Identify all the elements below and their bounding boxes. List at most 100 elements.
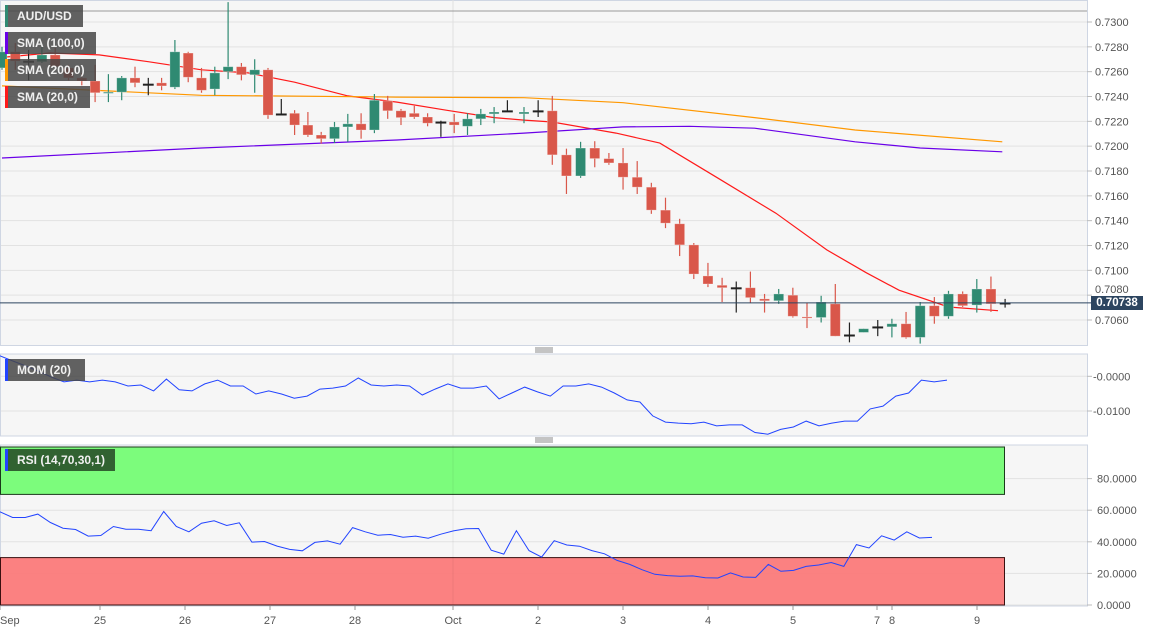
candle-down xyxy=(561,148,572,194)
candle-down xyxy=(422,113,434,127)
candle-body xyxy=(518,111,530,115)
candle-body xyxy=(222,66,234,73)
time-tick-label: 27 xyxy=(264,615,276,627)
sma100-legend[interactable]: SMA (100,0) xyxy=(5,32,96,54)
rsi-tick-label: 40.0000 xyxy=(1097,537,1137,549)
candle-down xyxy=(985,276,997,312)
rsi-legend[interactable]: RSI (14,70,30,1) xyxy=(5,449,115,471)
candle-up xyxy=(368,94,380,134)
rsi-tick-label: 80.0000 xyxy=(1097,474,1137,486)
candle-up xyxy=(222,2,234,80)
candle-body xyxy=(546,110,558,156)
candle-body xyxy=(660,209,671,224)
candle-doji xyxy=(435,120,447,137)
price-tick-label: 0.7180 xyxy=(1095,166,1129,178)
panel-resize-handle[interactable] xyxy=(535,347,553,353)
candle-down xyxy=(408,105,420,119)
candle-body xyxy=(928,305,940,317)
candle-body xyxy=(156,82,168,87)
mom-legend[interactable]: MOM (20) xyxy=(5,359,85,381)
time-tick-label: 7 xyxy=(874,615,880,627)
candle-body xyxy=(169,51,181,88)
price-tick-label: 0.7300 xyxy=(1095,17,1129,29)
candle-body xyxy=(787,294,799,317)
candle-body xyxy=(844,334,855,337)
candle-body xyxy=(603,158,615,164)
candle-body xyxy=(89,80,101,94)
oversold-band xyxy=(0,557,1005,606)
candle-body xyxy=(716,284,728,289)
momentum-panel[interactable]: -0.0000 -0.0100 xyxy=(0,353,1130,437)
candle-body xyxy=(422,116,434,124)
price-tick-label: 0.7200 xyxy=(1095,141,1129,153)
candle-up xyxy=(575,141,586,178)
candle-body xyxy=(872,326,884,329)
price-tick-label: 0.7260 xyxy=(1095,67,1129,79)
candle-up xyxy=(116,76,128,101)
candle-up xyxy=(169,40,181,90)
rsi-tick-label: 20.0000 xyxy=(1097,568,1137,580)
price-panel[interactable]: 0.7300 0.7280 0.7260 0.7240 0.7220 0.7200 0.71… xyxy=(0,0,1129,443)
sma100-line xyxy=(1,125,1003,159)
candle-body xyxy=(532,110,544,113)
mom-tick-label: -0.0100 xyxy=(1093,406,1130,418)
price-tick-label: 0.7160 xyxy=(1095,191,1129,203)
symbol-legend[interactable]: AUD/USD xyxy=(5,5,83,27)
rsi-label: RSI (14,70,30,1) xyxy=(17,453,106,467)
candle-up xyxy=(462,113,473,135)
candle-down xyxy=(302,112,314,137)
candle-down xyxy=(196,67,207,93)
candle-body xyxy=(315,134,327,140)
candle-body xyxy=(289,112,301,126)
candle-up xyxy=(858,328,869,333)
candle-body xyxy=(382,100,394,112)
candle-down xyxy=(829,283,841,337)
time-tick-label: 8 xyxy=(889,615,895,627)
candle-up xyxy=(342,113,354,142)
time-axis: Sep 25 26 27 28 Oct 2 3 4 5 7 8 9 xyxy=(0,605,1087,627)
candle-body xyxy=(631,176,643,188)
candle-down xyxy=(448,113,460,134)
candle-doji xyxy=(501,100,513,113)
candle-body xyxy=(617,162,629,178)
candle-down xyxy=(603,152,615,165)
candle-body xyxy=(209,72,221,90)
candle-body xyxy=(129,77,141,84)
candle-up xyxy=(815,295,827,323)
candle-body xyxy=(773,293,785,302)
candle-down xyxy=(631,161,643,194)
rsi-line xyxy=(0,510,933,579)
candle-body xyxy=(329,126,340,140)
candle-body xyxy=(801,316,813,319)
candle-body xyxy=(395,110,407,119)
candle-body xyxy=(501,110,513,113)
mom-label: MOM (20) xyxy=(17,363,71,377)
candle-body xyxy=(886,323,898,328)
candle-down xyxy=(660,197,671,229)
candle-body xyxy=(702,275,714,285)
rsi-tick-label: 60.0000 xyxy=(1097,505,1137,517)
rsi-panel[interactable]: 80.0000 60.0000 40.0000 20.0000 0.0000 xyxy=(0,444,1137,612)
sma200-legend[interactable]: SMA (200,0) xyxy=(5,59,96,81)
candle-down xyxy=(716,277,728,303)
sma100-color-marker xyxy=(5,32,8,54)
price-tick-label: 0.7220 xyxy=(1095,116,1129,128)
candle-down xyxy=(262,67,274,119)
candle-body xyxy=(103,91,114,94)
price-tick-label: 0.7280 xyxy=(1095,42,1129,54)
candle-up xyxy=(518,107,530,124)
rsi-tick-label: 0.0000 xyxy=(1097,600,1131,612)
candle-body xyxy=(943,293,954,317)
time-tick-label: 28 xyxy=(349,615,361,627)
candle-body xyxy=(182,52,194,78)
panel-resize-handle[interactable] xyxy=(535,437,553,443)
candle-body xyxy=(275,113,287,116)
sma20-legend[interactable]: SMA (20,0) xyxy=(5,86,90,108)
mom-color-marker xyxy=(5,359,8,381)
candle-down xyxy=(745,271,756,303)
symbol-color-marker xyxy=(5,5,8,27)
price-tick-label: 0.7060 xyxy=(1095,315,1129,327)
last-price-tag: 0.70738 xyxy=(1091,296,1143,310)
candle-doji xyxy=(844,322,855,343)
